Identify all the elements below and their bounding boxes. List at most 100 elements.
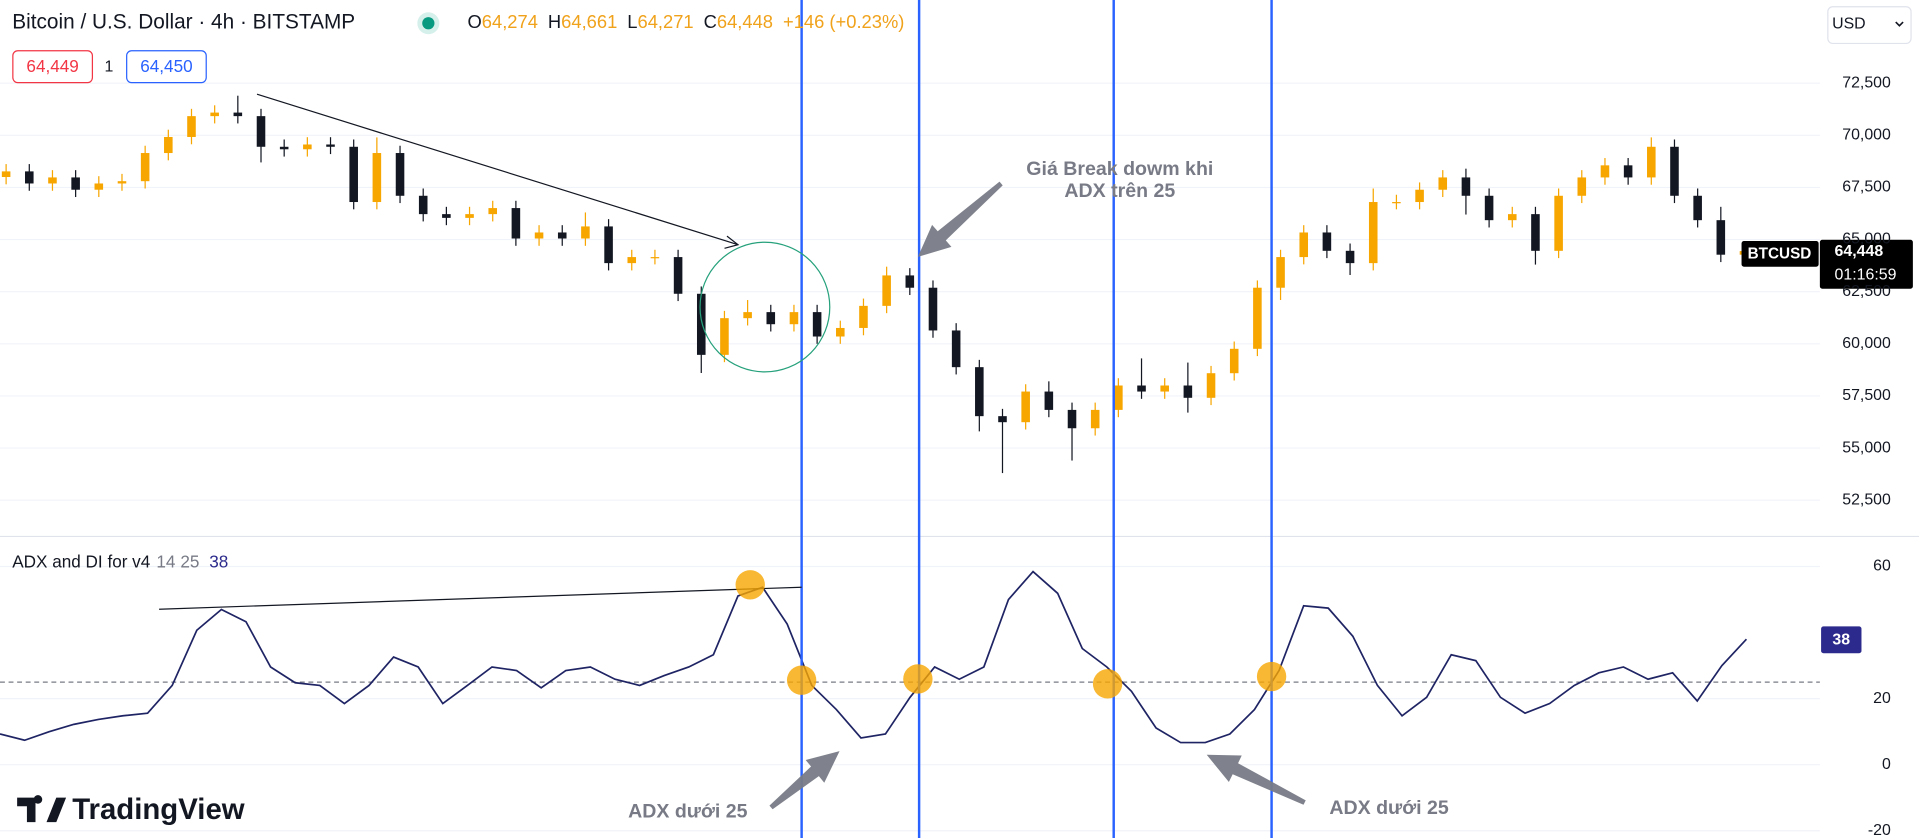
status-dot [422,17,435,30]
marker-dot [1092,669,1123,699]
candle-body [581,226,590,239]
candle-body [1206,373,1216,398]
symbol: Bitcoin / U.S. Dollar · 4h · BITSTAMP [12,11,355,34]
candle-body [140,153,150,182]
brand: TradingView [72,793,245,826]
y-tick-label: 52,500 [1842,491,1891,508]
candle-body [1670,146,1679,196]
candle-body [1114,385,1123,410]
candle-body [1716,220,1726,255]
trend-line [256,93,739,246]
annotation-arrow [1206,754,1306,805]
indicator-value: 38 [209,551,228,571]
candle-body [1067,409,1077,429]
candle-body [233,112,243,117]
candle-body [71,177,80,190]
candle-body [279,146,289,150]
candle-body [812,312,822,337]
candle-body [604,226,613,264]
candle-body [349,146,358,203]
candle-body [905,275,915,288]
annotation: ADX trên 25 [1064,180,1175,202]
candle-body [673,257,683,294]
y-tick-label: 60 [1873,558,1891,575]
countdown: 01:16:59 [1835,266,1897,283]
candle-body [418,195,428,215]
candle-body [187,116,196,137]
marker-dot [735,570,765,600]
candle-body [326,144,335,147]
candle-body [210,112,219,117]
candle-body [928,287,938,331]
candle-body [1693,195,1702,221]
candle-body [1021,391,1030,423]
candle-body [766,312,776,325]
currency-select[interactable] [1827,6,1912,45]
candle-body [789,312,799,325]
marks [0,95,1749,744]
candle-body [1438,177,1448,190]
candle-body [1345,250,1355,264]
candle-body [511,208,521,239]
candle-body [164,136,173,154]
ask[interactable]: 64,450 [140,56,192,76]
candle-body [627,257,637,264]
candle-body [696,293,706,355]
ohlc-key: C [704,11,717,32]
y-tick-label: 60,000 [1842,335,1891,352]
ohlc-value: 64,661 [561,11,617,32]
candle-body [1554,195,1563,251]
adx-trend-line [159,586,802,610]
candle-body [975,367,984,417]
candle-body [1647,146,1656,178]
marker-dot [1256,661,1287,692]
candle-body [1461,177,1471,196]
annotation: ADX dưới 25 [628,800,748,822]
candle-body [25,171,34,184]
candle-body [1253,287,1262,349]
change: +146 (+0.23%) [783,11,904,32]
indicator-title: ADX and DI for v4 14 25 38 [12,551,228,571]
candle-body [557,232,567,239]
buy-button[interactable] [126,50,207,84]
ohlc-key: L [627,11,637,32]
currency[interactable]: USD [1832,16,1866,33]
candle-body [650,257,660,259]
bid[interactable]: 64,449 [26,56,78,76]
quantity: 1 [105,58,114,75]
adx-line [0,570,1748,744]
candle-body [1368,202,1378,264]
y-tick-label: 65,000 [1842,231,1891,248]
indicator-badge [1821,626,1862,654]
indicator-name: ADX and DI for v4 [12,551,151,571]
candle-body [256,116,266,147]
candle-body [1276,257,1285,288]
drawings [159,0,1306,838]
candle-body [1183,385,1193,398]
marker-dot [903,664,933,694]
sell-button[interactable] [12,50,94,84]
dropdown-caret [1895,21,1904,27]
indicator-input: 25 [180,551,199,571]
trend-arrowhead [724,235,740,249]
ohlc-value: 64,271 [638,11,694,32]
symbol-badge-text: BTCUSD [1748,245,1812,262]
candle-body [1299,232,1309,258]
candle-body [882,275,891,306]
candle-body [1415,189,1424,203]
y-tick-label: 70,000 [1842,127,1891,144]
ohlc-value: 64,274 [482,11,538,32]
candle-body [395,153,405,196]
y-tick-label: 72,500 [1842,74,1891,91]
y-tick-label: -20 [1868,822,1891,838]
annotation: ADX dưới 25 [1329,797,1449,819]
candle-body [372,153,382,203]
annotation-arrow [917,181,1003,257]
marker-dot [786,665,817,695]
candle-body [1,171,11,178]
price-badge [1819,239,1913,289]
y-tick-label: 55,000 [1842,439,1891,456]
annotation: Giá Break dowm khi [1026,158,1213,180]
candle-body [534,232,544,239]
